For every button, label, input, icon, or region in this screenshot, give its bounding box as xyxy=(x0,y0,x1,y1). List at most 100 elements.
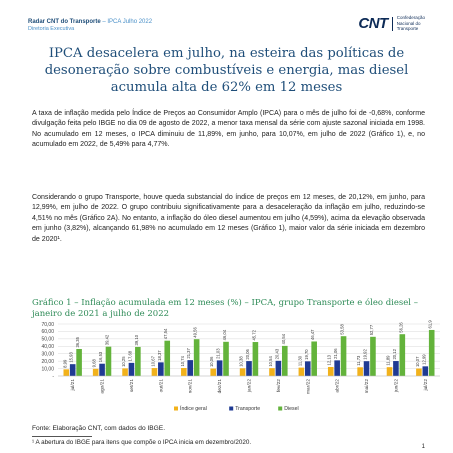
data-label: 45,72 xyxy=(251,329,256,340)
data-label: 20,43 xyxy=(274,348,279,359)
data-label: 36,35 xyxy=(75,336,80,347)
data-label: 49,56 xyxy=(193,327,198,338)
bar xyxy=(210,368,217,376)
paragraph-2: Considerando o grupo Transporte, houve q… xyxy=(32,194,425,243)
cnt-logo-text: Confederação Nacional do Transporte xyxy=(396,15,425,32)
data-label: 39,42 xyxy=(104,334,109,345)
y-tick-label: - xyxy=(52,374,54,380)
data-label: 20,06 xyxy=(245,348,250,359)
bar xyxy=(370,336,376,376)
bar xyxy=(422,366,429,376)
x-tick-label: fev/22 xyxy=(276,379,282,392)
data-label: 21,06 xyxy=(333,348,338,359)
x-tick-label: jul/21 xyxy=(70,379,76,392)
data-label: 40,54 xyxy=(281,333,286,344)
bar xyxy=(428,329,435,376)
y-tick-label: 50,00 xyxy=(41,337,54,343)
data-label: 61,98 xyxy=(428,320,433,328)
data-label: 10,54 xyxy=(268,356,273,367)
data-label: 21,03 xyxy=(216,348,221,359)
bar xyxy=(135,346,141,376)
bar xyxy=(298,367,305,376)
page-title: IPCA desacelera em julho, na esteira das… xyxy=(44,46,409,95)
data-label: 17,68 xyxy=(127,350,132,361)
legend-label: Transporte xyxy=(235,406,260,412)
data-label: 10,67 xyxy=(150,355,155,366)
data-label: 11,30 xyxy=(297,355,302,366)
data-label: 11,73 xyxy=(356,355,361,366)
chart-title: Gráfico 1 – Inflação acumulada em 12 mes… xyxy=(32,298,418,319)
data-label: 11,89 xyxy=(386,355,391,366)
data-label: 53,58 xyxy=(340,324,345,335)
x-tick-label: out/21 xyxy=(158,379,164,393)
bar xyxy=(363,361,370,376)
bar xyxy=(386,367,393,376)
bar xyxy=(269,368,275,376)
bar xyxy=(357,367,363,376)
x-tick-label: jun/22 xyxy=(393,379,399,393)
bar xyxy=(76,348,82,376)
y-tick-label: 20,00 xyxy=(41,359,54,365)
bar xyxy=(105,346,112,376)
x-tick-label: mai/22 xyxy=(364,379,370,394)
x-tick-label: jan/22 xyxy=(247,379,253,393)
data-label: 12,99 xyxy=(421,354,426,365)
data-label: 16,53 xyxy=(98,351,103,362)
data-label: 10,07 xyxy=(415,356,420,367)
bar xyxy=(252,342,259,376)
data-label: 56,26 xyxy=(398,322,403,333)
bar xyxy=(340,336,347,376)
data-label: 10,25 xyxy=(121,356,126,367)
bar xyxy=(128,362,135,376)
data-label: 10,38 xyxy=(239,356,244,367)
x-tick-label: ago/21 xyxy=(100,379,106,394)
x-tick-label: dez/21 xyxy=(217,379,223,394)
x-tick-label: nov/21 xyxy=(188,379,194,394)
data-label: 10,06 xyxy=(209,356,214,367)
bar xyxy=(216,360,223,376)
x-tick-label: set/21 xyxy=(129,379,135,392)
y-tick-label: 60,00 xyxy=(41,329,54,335)
cnt-logo-mark: CNT xyxy=(358,15,388,32)
bar xyxy=(281,345,288,376)
bar xyxy=(416,368,422,376)
data-label: 10,74 xyxy=(180,355,185,366)
bar xyxy=(304,361,311,376)
data-label: 52,77 xyxy=(369,324,374,335)
data-label: 8,99 xyxy=(62,359,67,368)
legend-swatch xyxy=(174,406,178,411)
footnote-divider xyxy=(32,436,92,437)
data-label: 18,37 xyxy=(157,350,162,361)
data-label: 19,70 xyxy=(304,349,309,360)
data-label: 20,12 xyxy=(392,348,397,359)
bar xyxy=(99,363,105,376)
data-label: 9,68 xyxy=(92,358,97,367)
data-label: 19,92 xyxy=(363,349,368,360)
bar xyxy=(239,368,246,376)
x-tick-label: mar/22 xyxy=(305,379,311,394)
chart-source: Fonte: Elaboração CNT, com dados do IBGE… xyxy=(32,425,166,432)
y-tick-label: 10,00 xyxy=(41,366,54,372)
data-label: 12,13 xyxy=(327,354,332,365)
legend-swatch xyxy=(278,406,283,411)
cnt-logo: CNT Confederação Nacional do Transporte xyxy=(358,15,425,32)
y-tick-label: 40,00 xyxy=(41,344,54,350)
report-header: Radar CNT do Transporte – IPCA Julho 202… xyxy=(28,18,152,33)
paragraph-1: A taxa de inflação medida pelo Índice de… xyxy=(32,110,425,149)
bar xyxy=(122,368,128,376)
x-tick-label: jul/22 xyxy=(423,379,429,392)
bar xyxy=(187,360,194,376)
bar xyxy=(63,369,70,376)
y-tick-label: 30,00 xyxy=(41,352,54,358)
legend-label: Índice geral xyxy=(180,405,207,412)
y-tick-label: 70,00 xyxy=(41,322,54,328)
bar xyxy=(399,334,406,376)
bar xyxy=(311,341,317,376)
bar xyxy=(275,360,282,376)
data-label: 46,47 xyxy=(310,329,315,340)
logo-divider xyxy=(391,16,393,31)
legend-swatch xyxy=(229,406,234,411)
bar xyxy=(393,361,399,376)
bar xyxy=(69,364,76,376)
